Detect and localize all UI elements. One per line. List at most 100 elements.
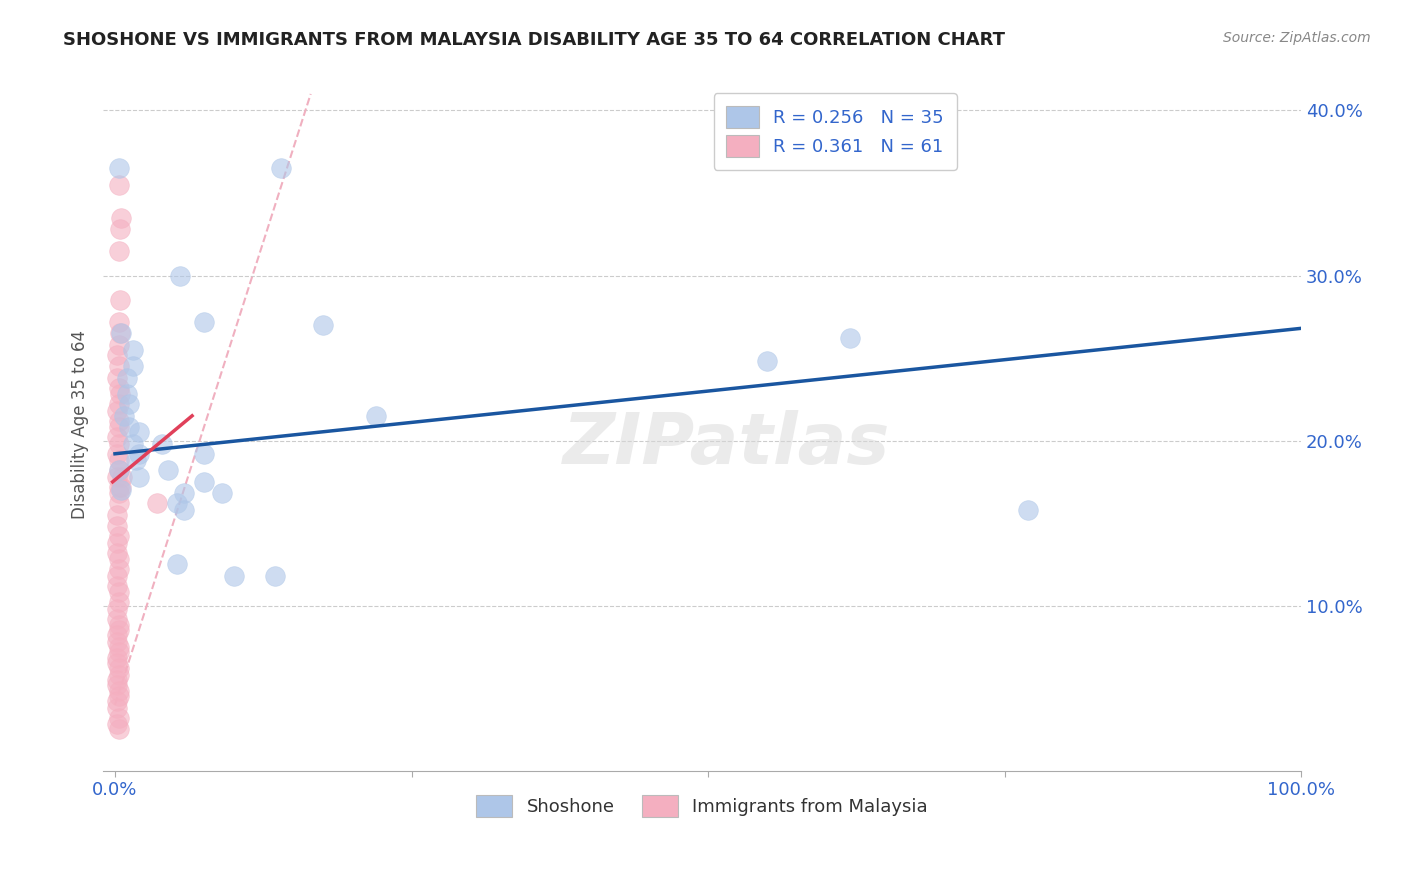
Point [121, 343, 143, 357]
Point [105, 673, 128, 687]
Point [107, 480, 129, 494]
Legend: Shoshone, Immigrants from Malaysia: Shoshone, Immigrants from Malaysia [470, 788, 935, 824]
Point [111, 470, 134, 484]
Point [105, 579, 128, 593]
Point [1017, 503, 1039, 517]
Point [105, 678, 128, 692]
Point [107, 463, 129, 477]
Point [108, 293, 131, 308]
Point [166, 496, 188, 510]
Point [107, 453, 129, 467]
Point [110, 326, 132, 341]
Point [107, 618, 129, 632]
Point [105, 628, 128, 642]
Y-axis label: Disability Age 35 to 64: Disability Age 35 to 64 [72, 329, 89, 518]
Point [107, 585, 129, 599]
Point [105, 430, 128, 444]
Point [105, 404, 128, 418]
Point [128, 470, 150, 484]
Point [125, 453, 148, 467]
Point [118, 420, 141, 434]
Point [222, 569, 245, 583]
Point [173, 486, 195, 500]
Point [105, 447, 128, 461]
Point [105, 602, 128, 616]
Point [166, 558, 188, 572]
Point [264, 569, 287, 583]
Point [107, 359, 129, 374]
Point [211, 486, 233, 500]
Point [105, 508, 128, 522]
Point [311, 318, 333, 332]
Point [107, 624, 129, 638]
Point [107, 397, 129, 411]
Text: Source: ZipAtlas.com: Source: ZipAtlas.com [1223, 31, 1371, 45]
Point [105, 717, 128, 731]
Point [364, 409, 387, 423]
Point [107, 161, 129, 176]
Point [145, 496, 167, 510]
Point [107, 315, 129, 329]
Point [193, 447, 215, 461]
Point [157, 463, 180, 477]
Point [107, 645, 129, 659]
Point [107, 711, 129, 725]
Point [108, 326, 131, 341]
Point [107, 486, 129, 500]
Point [193, 315, 215, 329]
Point [193, 475, 215, 489]
Point [121, 359, 143, 374]
Point [128, 447, 150, 461]
Point [107, 640, 129, 654]
Point [108, 222, 131, 236]
Point [107, 690, 129, 704]
Point [115, 387, 138, 401]
Point [107, 684, 129, 698]
Point [107, 723, 129, 737]
Point [105, 694, 128, 708]
Point [107, 529, 129, 543]
Point [107, 244, 129, 258]
Point [105, 651, 128, 665]
Point [270, 161, 292, 176]
Point [128, 425, 150, 440]
Point [107, 381, 129, 395]
Point [105, 519, 128, 533]
Point [107, 414, 129, 428]
Point [169, 268, 191, 283]
Point [105, 569, 128, 583]
Point [114, 409, 136, 423]
Point [110, 480, 132, 494]
Point [107, 178, 129, 192]
Point [152, 437, 174, 451]
Point [105, 657, 128, 671]
Point [107, 595, 129, 609]
Point [107, 437, 129, 451]
Point [756, 354, 779, 368]
Point [107, 463, 129, 477]
Point [108, 387, 131, 401]
Point [105, 470, 128, 484]
Point [105, 546, 128, 560]
Point [105, 612, 128, 626]
Point [839, 331, 862, 345]
Point [110, 211, 132, 225]
Point [107, 661, 129, 675]
Point [105, 348, 128, 362]
Point [107, 496, 129, 510]
Text: SHOSHONE VS IMMIGRANTS FROM MALAYSIA DISABILITY AGE 35 TO 64 CORRELATION CHART: SHOSHONE VS IMMIGRANTS FROM MALAYSIA DIS… [63, 31, 1005, 49]
Point [107, 668, 129, 682]
Point [107, 552, 129, 566]
Point [110, 483, 132, 497]
Point [105, 371, 128, 385]
Point [107, 562, 129, 576]
Point [115, 371, 138, 385]
Point [107, 420, 129, 434]
Point [173, 503, 195, 517]
Point [105, 536, 128, 550]
Point [105, 701, 128, 715]
Point [118, 397, 141, 411]
Point [121, 437, 143, 451]
Point [105, 635, 128, 649]
Text: ZIPatlas: ZIPatlas [562, 410, 890, 479]
